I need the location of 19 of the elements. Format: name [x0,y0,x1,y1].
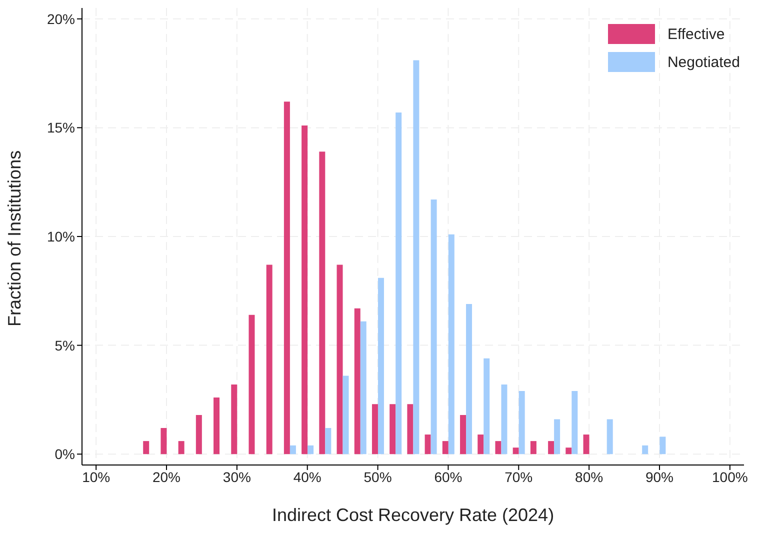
x-tick-label: 70% [504,468,533,485]
legend-label: Negotiated [667,54,740,70]
x-tick-label: 100% [712,468,748,485]
y-tick-label: 15% [46,120,75,136]
x-axis-title: Indirect Cost Recovery Rate (2024) [272,505,554,525]
y-tick-label: 10% [46,228,75,244]
x-tick-label: 90% [645,468,674,485]
y-axis-title: Fraction of Institutions [4,150,24,326]
y-tick-label: 5% [54,337,75,354]
y-tick-label: 20% [46,10,75,27]
y-tick-label: 0% [54,446,75,462]
x-tick-label: 20% [152,468,181,485]
x-tick-label: 30% [222,468,251,485]
legend-label: Effective [667,26,725,42]
x-tick-label: 60% [434,468,462,485]
x-tick-label: 80% [575,468,604,485]
x-tick-label: 50% [364,468,392,485]
x-tick-label: 40% [293,468,322,485]
x-tick-label: 10% [82,468,110,485]
